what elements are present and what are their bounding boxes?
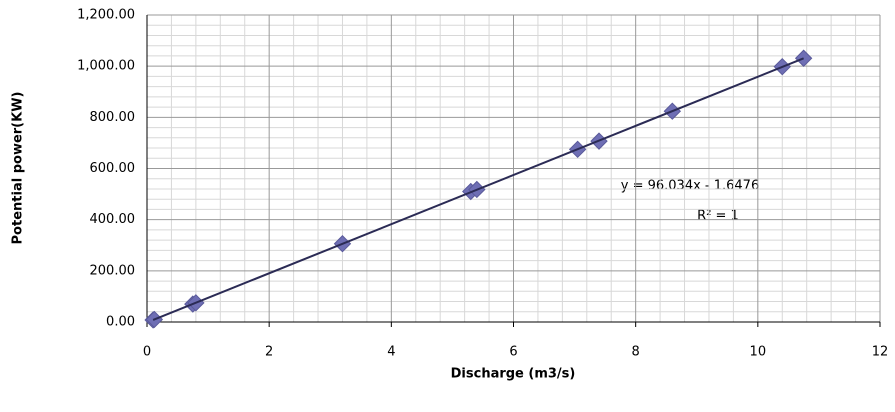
- r-squared: R² = 1: [697, 209, 739, 224]
- x-tick-label: 10: [750, 345, 767, 360]
- y-tick-label: 200.00: [90, 263, 136, 278]
- y-tick-label: 1,200.00: [77, 8, 135, 23]
- y-tick-label: 600.00: [90, 161, 136, 176]
- x-axis-title: Discharge (m3/s): [451, 367, 576, 382]
- x-tick-label: 2: [265, 345, 273, 360]
- y-tick-label: 1,000.00: [77, 59, 135, 74]
- x-tick-label: 12: [872, 345, 889, 360]
- x-tick-label: 8: [632, 345, 640, 360]
- y-tick-label: 400.00: [90, 212, 136, 227]
- point: [794, 49, 813, 67]
- trendline: [152, 57, 805, 321]
- x-tick-label: 6: [509, 345, 517, 360]
- x-tick-label: 0: [143, 345, 151, 360]
- x-tick-label: 4: [387, 345, 395, 360]
- trend-equation: y = 96.034x - 1.6476: [621, 179, 759, 194]
- y-axis-title: Potential power(KW): [11, 92, 26, 245]
- y-tick-label: 0.00: [106, 315, 135, 330]
- y-tick-label: 800.00: [90, 110, 136, 125]
